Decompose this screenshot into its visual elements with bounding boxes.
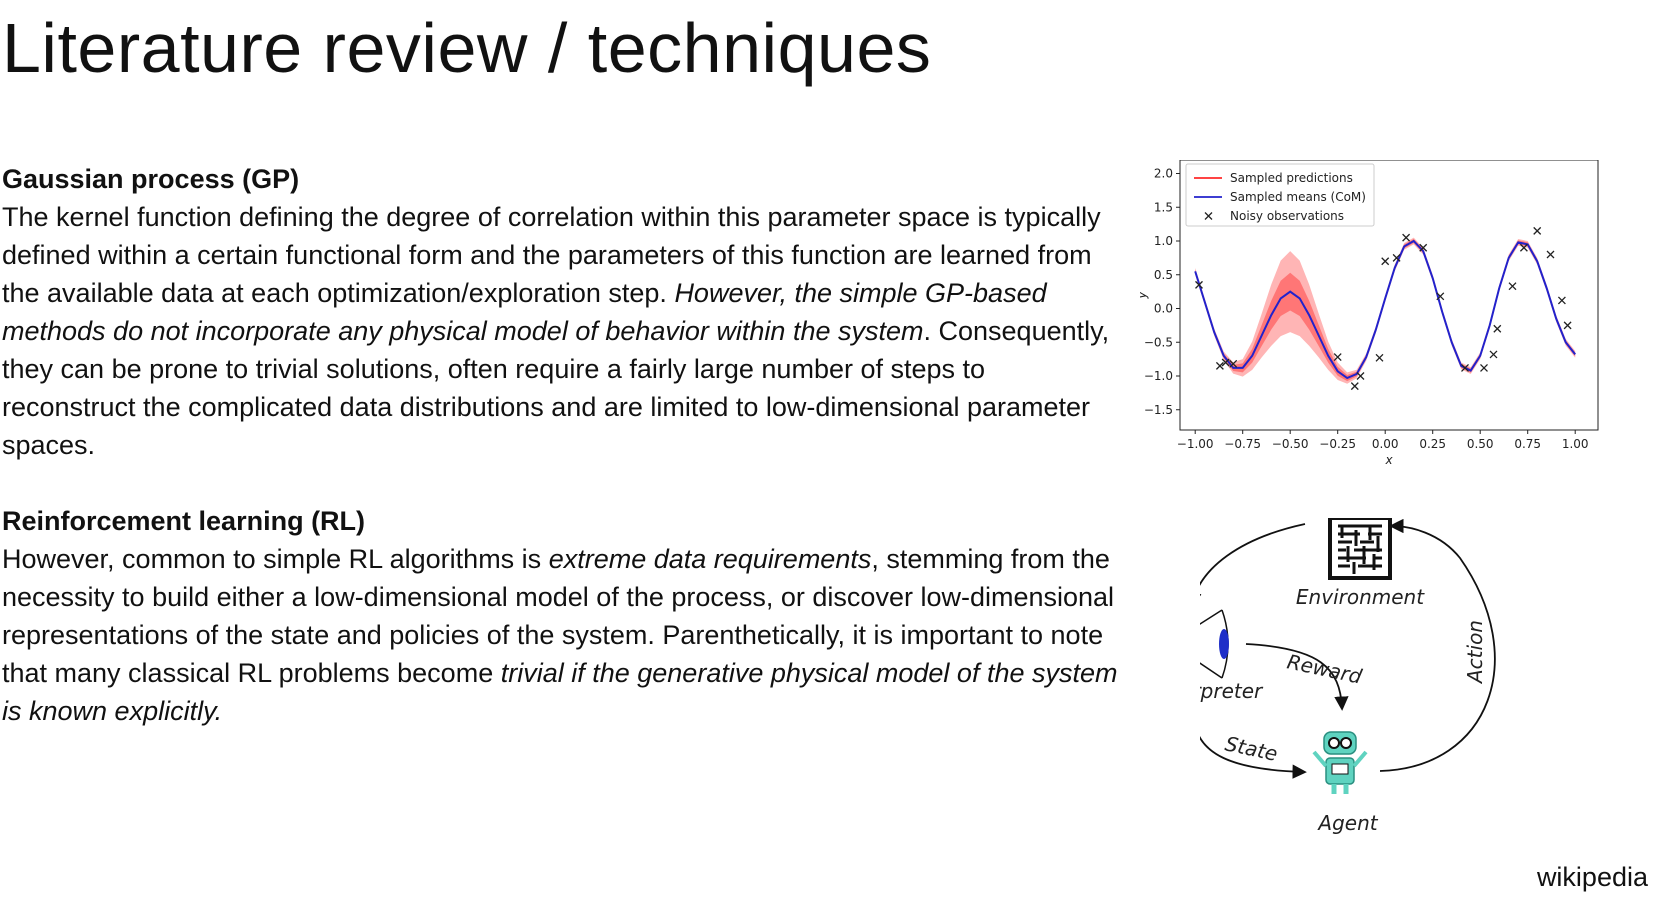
y-tick-label: −0.5 — [1144, 335, 1173, 349]
arrow-reward — [1245, 643, 1349, 711]
observation-point — [1546, 250, 1555, 259]
observation-point — [1375, 353, 1384, 362]
x-axis-label: x — [1384, 453, 1393, 467]
robot-icon — [1312, 731, 1368, 794]
observation-point — [1563, 321, 1572, 330]
observation-point — [1480, 363, 1488, 372]
observation-point — [1419, 243, 1428, 252]
mean-line — [1194, 239, 1576, 380]
arrow-environment-to-interpreter — [1200, 523, 1306, 607]
legend-label: Noisy observations — [1230, 209, 1344, 223]
eye-icon — [1200, 609, 1229, 679]
x-tick-label: −0.25 — [1319, 437, 1356, 451]
x-tick-label: 1.00 — [1562, 437, 1589, 451]
y-tick-label: −1.5 — [1144, 403, 1173, 417]
observation-point — [1489, 350, 1498, 359]
node-environment: Environment — [1296, 585, 1425, 609]
y-tick-label: 1.5 — [1154, 200, 1173, 214]
body-text-italic: However, the simple GP-based methods do … — [2, 278, 1047, 346]
section-body: The kernel function defining the degree … — [2, 198, 1122, 464]
section-heading: Reinforcement learning (RL) — [2, 506, 366, 536]
observation-point — [1350, 382, 1359, 391]
body-text: , stemming from the necessity to build e… — [2, 544, 1115, 688]
node-interpreter: Interpreter — [1200, 679, 1264, 703]
section-heading: Gaussian process (GP) — [2, 164, 300, 194]
x-tick-label: 0.50 — [1467, 437, 1494, 451]
observation-point — [1392, 253, 1401, 262]
section-body: However, common to simple RL algorithms … — [2, 540, 1122, 730]
legend-label: Sampled predictions — [1230, 171, 1353, 185]
observation-point — [1508, 282, 1517, 291]
arrow-action — [1379, 518, 1496, 772]
observation-point — [1402, 233, 1411, 242]
observation-point — [1333, 353, 1342, 362]
body-text: The kernel function defining the degree … — [2, 202, 1101, 308]
arrow-state — [1200, 736, 1307, 779]
observation-point — [1229, 359, 1238, 368]
observation-point — [1493, 324, 1502, 333]
edge-reward: Reward — [1285, 649, 1364, 688]
legend-label: Sampled means (CoM) — [1230, 190, 1366, 204]
observation-point — [1381, 257, 1390, 266]
y-tick-label: 1.0 — [1154, 234, 1173, 248]
section-gaussian-process: Gaussian process (GP) The kernel functio… — [2, 160, 1122, 464]
gp-chart: −1.00 −0.75 −0.50 −0.25 0.00 0.25 0.50 0.75 1.00… — [1140, 160, 1599, 467]
y-tick-label: 0.0 — [1154, 302, 1173, 316]
slide-title: Literature review / techniques — [2, 9, 932, 87]
body-text-italic: trivial if the generative physical model… — [2, 658, 1118, 726]
x-tick-label: 0.00 — [1372, 437, 1399, 451]
observation-point — [1533, 226, 1542, 235]
chart-legend — [1185, 163, 1375, 227]
observation-point — [1356, 372, 1365, 380]
body-text: However, common to simple RL algorithms … — [2, 544, 549, 574]
x-tick-label: 0.25 — [1419, 437, 1446, 451]
maze-icon — [1328, 518, 1392, 580]
rl-diagram: Environment Interpreter Agent Reward Sta… — [1200, 518, 1496, 835]
y-tick-label: −1.0 — [1144, 369, 1173, 383]
prediction-band — [1195, 237, 1576, 384]
body-text-italic: extreme data requirements — [548, 544, 872, 574]
chart-plot-area: −1.00 −0.75 −0.50 −0.25 0.00 0.25 0.50 0.75 1.00… — [1140, 160, 1599, 467]
y-axis-label: y — [1140, 291, 1149, 300]
observation-point — [1519, 243, 1528, 252]
x-tick-label: −0.75 — [1224, 437, 1261, 451]
observation-point — [1436, 292, 1445, 301]
node-agent: Agent — [1316, 811, 1378, 835]
x-tick-label: −1.00 — [1177, 437, 1214, 451]
x-tick-label: 0.75 — [1514, 437, 1541, 451]
body-text: . Consequently, they can be prone to tri… — [2, 316, 1110, 460]
legend-swatch — [1204, 212, 1213, 220]
observation-point — [1195, 280, 1203, 289]
image-credit: wikipedia — [1536, 862, 1648, 892]
observation-point — [1215, 361, 1224, 370]
edge-action: Action — [1463, 620, 1487, 685]
y-tick-label: 2.0 — [1154, 167, 1173, 181]
observation-point — [1221, 358, 1230, 367]
section-reinforcement-learning: Reinforcement learning (RL) However, com… — [2, 502, 1122, 730]
x-tick-label: −0.50 — [1272, 437, 1309, 451]
prediction-band-core — [1195, 238, 1576, 382]
y-tick-label: 0.5 — [1154, 268, 1173, 282]
observation-point — [1461, 363, 1469, 372]
observation-point — [1557, 296, 1566, 305]
